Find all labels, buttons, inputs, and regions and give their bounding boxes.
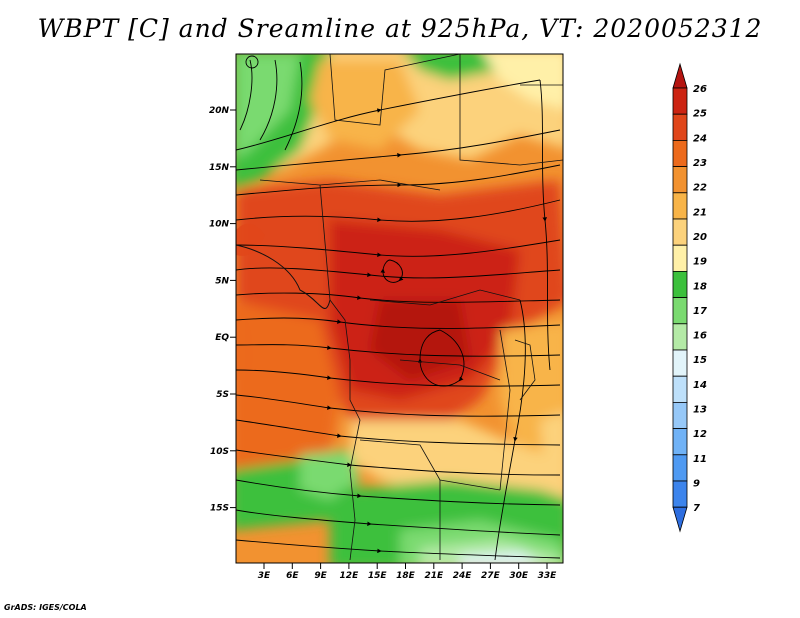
colorbar-max-arrow — [672, 62, 688, 89]
colorbar-label: 19 — [693, 257, 707, 268]
streamlines — [236, 55, 561, 561]
colorbar-min-arrow — [672, 506, 688, 533]
lon-tick-label: 33E — [538, 571, 558, 581]
colorbar-label: 22 — [693, 183, 707, 194]
colorbar-label: 16 — [693, 331, 707, 342]
colorbar-swatch — [672, 428, 688, 456]
lon-tick-label: 15E — [368, 571, 388, 581]
colorbar-label: 26 — [693, 84, 707, 95]
lat-tick-label: 15N — [209, 163, 230, 173]
lat-tick-label: 15S — [210, 504, 229, 514]
map-title: WBPT [C] and Sreamline at 925hPa, VT: 20… — [37, 14, 763, 43]
lon-tick-label: 30E — [509, 571, 529, 581]
lat-tick-label: 20N — [209, 106, 230, 116]
lat-tick-label: 5S — [216, 390, 229, 400]
colorbar-label: 14 — [693, 380, 707, 391]
lon-tick-label: 3E — [258, 571, 271, 581]
colorbar-label: 25 — [693, 109, 707, 120]
colorbar-swatch — [672, 87, 688, 115]
colorbar-swatch — [672, 270, 688, 298]
colorbar-swatch — [672, 401, 688, 429]
colorbar: 26 25 24 23 22 21 20 19 18 17 16 15 14 13 12 11 9 7 — [672, 62, 707, 533]
colorbar-label: 7 — [693, 503, 700, 514]
lon-tick-label: 9E — [314, 571, 327, 581]
colorbar-swatch — [672, 297, 688, 325]
colorbar-label: 13 — [693, 405, 707, 416]
colorbar-label: 21 — [693, 207, 707, 218]
colorbar-label: 17 — [693, 306, 707, 317]
colorbar-label: 18 — [693, 281, 707, 292]
colorbar-label: 11 — [693, 454, 707, 465]
colorbar-swatch — [672, 113, 688, 141]
colorbar-swatch — [672, 218, 688, 246]
lon-tick-label: 27E — [481, 571, 501, 581]
wbpt-shading — [236, 54, 563, 563]
lat-tick-label: 5N — [215, 276, 229, 286]
colorbar-label: 9 — [693, 479, 700, 490]
lat-tick-label: 10S — [210, 447, 229, 457]
colorbar-swatch — [672, 375, 688, 403]
lon-tick-label: 24E — [453, 571, 473, 581]
lat-axis: 20N 15N 10N 5N EQ 5S 10S 15S — [209, 106, 236, 514]
credit-label: GrADS: IGES/COLA — [4, 603, 87, 612]
lat-tick-label: 10N — [209, 220, 230, 230]
colorbar-label: 15 — [693, 355, 707, 366]
map-frame — [235, 53, 564, 564]
colorbar-swatch — [672, 480, 688, 508]
lon-tick-label: 18E — [396, 571, 416, 581]
country-borders — [259, 54, 563, 561]
colorbar-swatch — [672, 139, 688, 167]
lat-tick-label: EQ — [215, 333, 229, 343]
colorbar-swatch — [672, 192, 688, 220]
colorbar-swatch — [672, 454, 688, 482]
lon-tick-label: 21E — [424, 571, 444, 581]
lon-tick-label: 12E — [340, 571, 360, 581]
colorbar-label: 20 — [693, 232, 707, 243]
colorbar-label: 23 — [693, 158, 707, 169]
colorbar-label: 12 — [693, 429, 707, 440]
colorbar-swatch — [672, 244, 688, 272]
lon-tick-label: 6E — [286, 571, 299, 581]
lon-axis: 3E 6E 9E 12E 15E 18E 21E 24E 27E 30E 33E — [258, 563, 557, 581]
colorbar-swatch — [672, 323, 688, 351]
colorbar-label: 24 — [693, 133, 707, 144]
colorbar-swatch — [672, 166, 688, 194]
colorbar-swatch — [672, 349, 688, 377]
